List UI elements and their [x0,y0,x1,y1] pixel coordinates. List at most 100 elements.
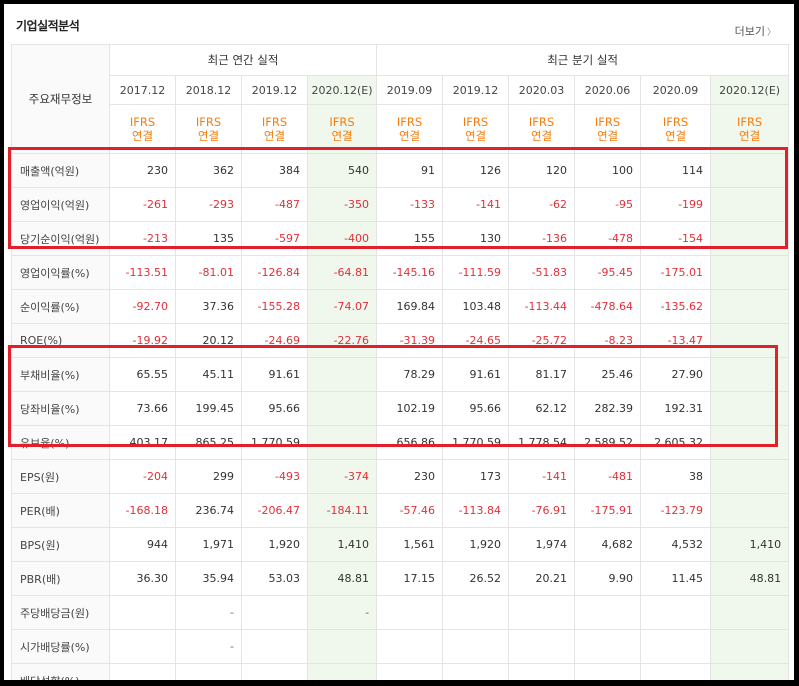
period-header: 2020.12(E) [710,75,790,105]
table-cell: -374 [306,459,378,494]
period-header: 2019.12 [442,75,510,105]
ifrs-line1: IFRS [129,115,156,129]
table-row: 유보율(%) 403.17 865.25 1,770.59 656.86 1,770.59… [11,425,790,460]
ifrs-row: IFRS 연결 IFRS 연결 IFRS 연결 IFRS 연결 IFRS 연결 IFRS 연결 IFRS… [12,104,790,154]
ifrs-line2: 연결 [331,129,353,143]
more-link[interactable]: 더보기 〉 [735,23,776,39]
table-cell: -8.23 [574,323,642,358]
table-cell: -74.07 [306,289,378,324]
ifrs-line2: 연결 [131,129,154,143]
table-cell: 1,561 [376,527,444,562]
ifrs-line1: IFRS [195,115,222,129]
table-cell: -64.81 [306,255,378,290]
row-label: EPS(원) [11,459,110,494]
table-cell: 62.12 [508,391,576,426]
table-row: 배당성향(%)--- [11,663,790,680]
table-cell: -168.18 [109,493,176,528]
table-cell: 100 [574,153,642,188]
table-row: 매출액(억원) 230 362 384 540 91 126 120 100 114 [11,153,790,188]
table-cell: 865.25 [175,425,242,460]
table-row: PBR(배) 36.30 35.94 53.03 48.81 17.15 26.52 20.2… [11,561,790,596]
table-cell: -261 [109,187,176,222]
ifrs-label: IFRS 연결 [109,104,176,154]
header-group-row: 주요재무정보 최근 연간 실적 최근 분기 실적 [11,44,790,154]
chevron-right-icon: 〉 [766,28,776,38]
table-cell: -76.91 [508,493,576,528]
table-cell: 126 [442,153,510,188]
table-cell [241,595,308,630]
table-cell: -57.46 [376,493,444,528]
table-cell [574,595,642,630]
table-cell: 78.29 [376,357,444,392]
table-cell: - [175,629,242,664]
table-cell [109,595,176,630]
table-cell [710,629,790,664]
row-label: PBR(배) [11,561,110,596]
table-cell [710,187,790,222]
table-cell: -51.83 [508,255,576,290]
table-cell: -22.76 [306,323,378,358]
period-header: 2020.12(E) [306,75,378,105]
ifrs-line2: 연결 [263,129,286,143]
table-cell [710,391,790,426]
table-cell: 236.74 [175,493,242,528]
table-cell: 230 [109,153,176,188]
ifrs-line2: 연결 [464,129,487,143]
table-cell: -25.72 [508,323,576,358]
table-cell [574,663,642,680]
table-cell: 11.45 [640,561,712,596]
table-row: 영업이익률(%) -113.51 -81.01 -126.84 -64.81 -145.1… [11,255,790,290]
table-row: EPS(원) -204 299 -493 -374 230 173 -141 -481 38 [11,459,790,494]
table-cell: 199.45 [175,391,242,426]
table-cell: 1,920 [442,527,510,562]
table-cell: 230 [376,459,444,494]
table-cell [306,425,378,460]
table-cell [306,629,378,664]
table-cell: 1,920 [241,527,308,562]
table-cell [442,629,510,664]
table-cell [306,663,378,680]
row-label: PER(배) [11,493,110,528]
table-cell: 91.61 [442,357,510,392]
table-cell: 81.17 [508,357,576,392]
table-cell: 26.52 [442,561,510,596]
period-header: 2020.09 [640,75,712,105]
ifrs-line1: IFRS [736,115,763,129]
table-cell: -400 [306,221,378,256]
table-cell: 37.36 [175,289,242,324]
table-cell [710,323,790,358]
table-cell: 403.17 [109,425,176,460]
ifrs-line2: 연결 [739,129,761,143]
table-row: PER(배) -168.18 236.74 -206.47 -184.11 -57.46-… [11,493,790,528]
table-cell: -24.65 [442,323,510,358]
table-cell: - [175,663,242,680]
row-label: 시가배당률(%) [11,629,110,664]
table-cell: -145.16 [376,255,444,290]
table-cell: 656.86 [376,425,444,460]
period-header: 2019.12 [241,75,308,105]
table-cell [640,595,712,630]
period-header: 2018.12 [175,75,242,105]
table-cell: -204 [109,459,176,494]
table-cell [640,629,712,664]
table-cell: 20.12 [175,323,242,358]
row-label: 주당배당금(원) [11,595,110,630]
ifrs-label: IFRS 연결 [710,104,790,154]
ifrs-label: IFRS 연결 [574,104,642,154]
table-cell: -92.70 [109,289,176,324]
table-cell: 169.84 [376,289,444,324]
table-cell: 9.90 [574,561,642,596]
table-cell: 91.61 [241,357,308,392]
table-cell: 4,682 [574,527,642,562]
table-cell: 192.31 [640,391,712,426]
table-cell [306,357,378,392]
financial-table-body: 매출액(억원) 230 362 384 540 91 126 120 100 114 영업이익(억원… [11,153,790,680]
ifrs-line1: IFRS [462,115,489,129]
table-cell: 38 [640,459,712,494]
table-cell: -95 [574,187,642,222]
table-cell: -487 [241,187,308,222]
table-cell: 103.48 [442,289,510,324]
table-cell: -113.51 [109,255,176,290]
table-row: 부채비율(%) 65.55 45.11 91.61 78.29 91.61 81.17 25.… [11,357,790,392]
ifrs-line2: 연결 [197,129,220,143]
